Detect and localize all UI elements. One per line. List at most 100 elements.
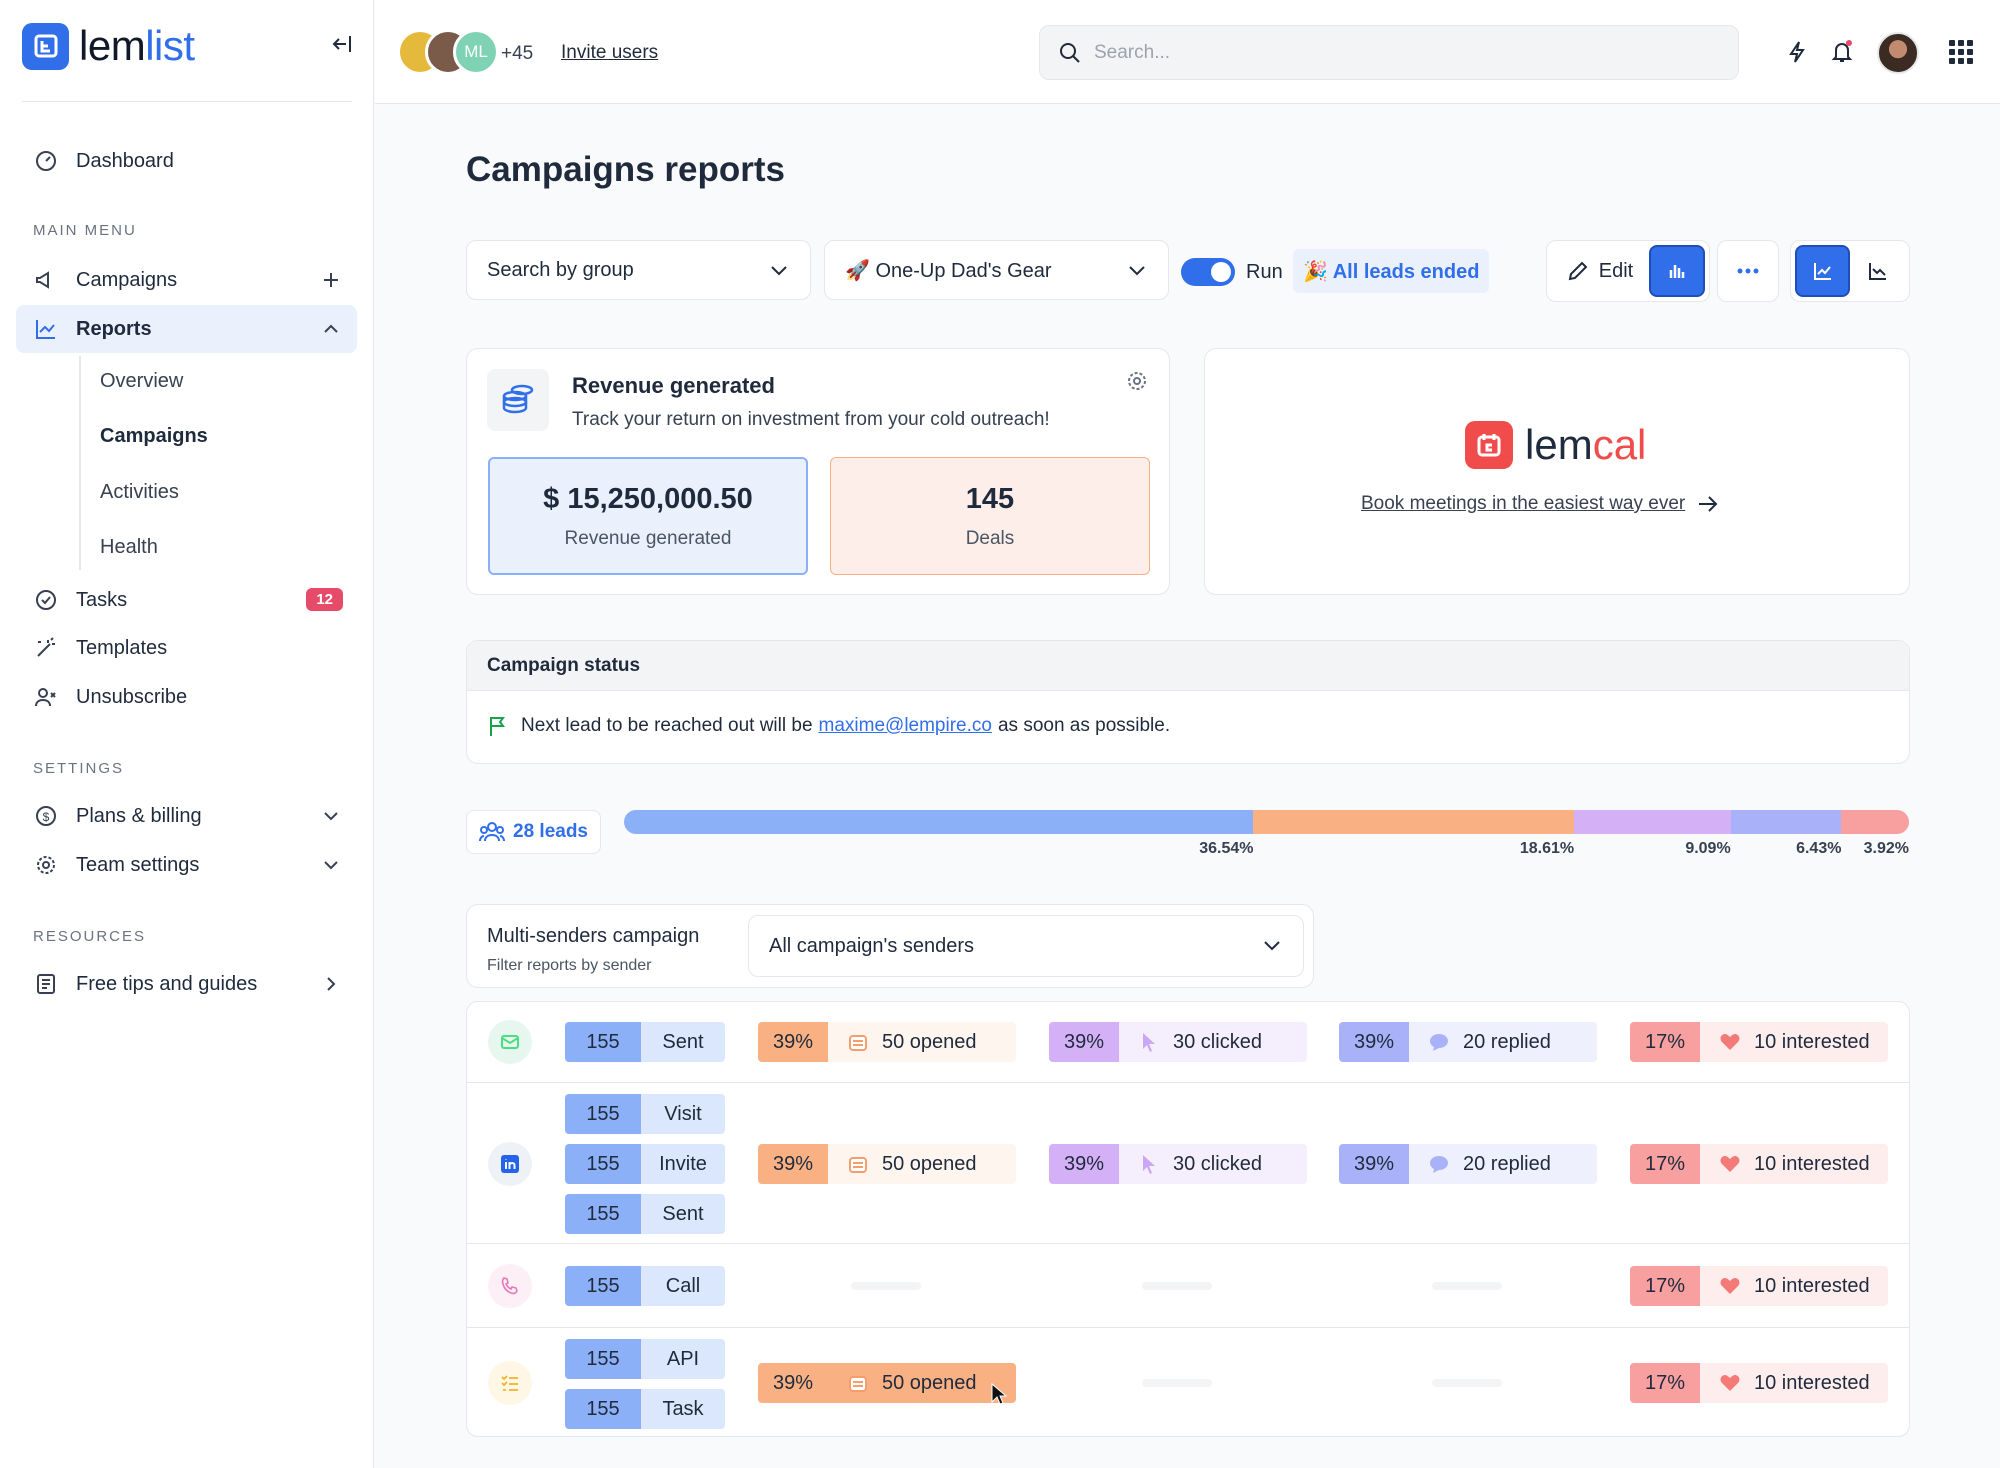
user-avatar[interactable]: [1877, 32, 1919, 74]
chevron-up-icon[interactable]: [319, 317, 343, 341]
bar-chart-button[interactable]: [1649, 245, 1705, 297]
next-lead-email-link[interactable]: maxime@lempire.co: [818, 715, 992, 736]
revenue-amount-label: Revenue generated: [564, 527, 732, 549]
stat-label: API: [641, 1339, 725, 1379]
replied-metric[interactable]: 39% 20 replied: [1339, 1144, 1597, 1184]
sidebar-item-templates[interactable]: Templates: [16, 624, 357, 672]
interested-metric[interactable]: 17% 10 interested: [1630, 1363, 1888, 1403]
revenue-card: Revenue generated Track your return on i…: [466, 348, 1170, 595]
coins-icon: [487, 369, 549, 431]
leads-segment-percent: 6.43%: [1796, 840, 1842, 857]
clicked-metric[interactable]: 39% 30 clicked: [1049, 1144, 1307, 1184]
group-select[interactable]: Search by group: [466, 240, 811, 300]
flag-icon: [487, 715, 509, 737]
row-divider: [466, 1327, 1910, 1328]
row-divider: [466, 1243, 1910, 1244]
empty-placeholder: [851, 1282, 921, 1290]
revenue-amount: $ 15,250,000.50: [543, 482, 753, 515]
interested-metric[interactable]: 17% 10 interested: [1630, 1266, 1888, 1306]
stat-count: 155: [565, 1339, 641, 1379]
add-campaign-icon[interactable]: [319, 268, 343, 292]
chevron-right-icon[interactable]: [319, 972, 343, 996]
sidebar-item-plans[interactable]: $ Plans & billing: [16, 792, 357, 840]
team-avatars[interactable]: ML: [397, 29, 499, 75]
stat-label: Sent: [641, 1022, 725, 1062]
sidebar-item-dashboard[interactable]: Dashboard: [16, 137, 357, 185]
stat-count: 155: [565, 1094, 641, 1134]
campaign-select[interactable]: 🚀 One-Up Dad's Gear: [824, 240, 1169, 300]
arrow-right-icon: [1697, 495, 1719, 513]
gear-icon[interactable]: [1125, 369, 1149, 393]
replied-pct: 39%: [1339, 1022, 1409, 1062]
interested-metric[interactable]: 17% 10 interested: [1630, 1022, 1888, 1062]
top-bar: ML +45 Invite users Search...: [375, 0, 2000, 104]
settings-title: SETTINGS: [33, 760, 125, 777]
run-label: Run: [1246, 261, 1283, 283]
lightning-icon[interactable]: [1783, 38, 1811, 66]
stat-count: 155: [565, 1144, 641, 1184]
sidebar-item-reports[interactable]: Reports: [16, 305, 357, 353]
logo-text: lemlist: [79, 22, 195, 69]
more-group: [1717, 240, 1779, 302]
email-channel-icon: [488, 1020, 532, 1064]
leads-count-button[interactable]: 28 leads: [466, 810, 601, 854]
apps-grid-icon[interactable]: [1947, 38, 1975, 66]
area-chart-button[interactable]: [1795, 245, 1851, 297]
interested-metric[interactable]: 17% 10 interested: [1630, 1144, 1888, 1184]
bell-icon[interactable]: [1828, 38, 1856, 66]
opened-metric[interactable]: 39% 50 opened: [758, 1022, 1016, 1062]
chevron-down-icon: [1261, 934, 1283, 956]
opened-pct: 39%: [758, 1144, 828, 1184]
sidebar-item-free-tips[interactable]: Free tips and guides: [16, 960, 357, 1008]
invite-users-link[interactable]: Invite users: [561, 42, 659, 63]
sender-select[interactable]: All campaign's senders: [748, 915, 1304, 977]
heart-icon: [1718, 1152, 1742, 1176]
status-chip: 🎉 All leads ended: [1293, 249, 1490, 293]
chevron-down-icon[interactable]: [319, 853, 343, 877]
empty-placeholder: [1142, 1379, 1212, 1387]
search-input[interactable]: Search...: [1039, 25, 1739, 80]
megaphone-icon: [32, 266, 60, 294]
sidebar-item-tasks[interactable]: Tasks 12: [16, 576, 357, 624]
sidebar-sub-campaigns[interactable]: Campaigns: [100, 425, 208, 447]
envelope-open-icon: [846, 1371, 870, 1395]
search-icon: [1058, 41, 1082, 65]
chevron-down-icon[interactable]: [319, 804, 343, 828]
edit-view-group: Edit: [1546, 240, 1710, 302]
sidebar-item-campaigns[interactable]: Campaigns: [16, 256, 357, 304]
edit-button[interactable]: Edit: [1551, 245, 1649, 297]
heart-icon: [1718, 1030, 1742, 1054]
clicked-metric[interactable]: 39% 30 clicked: [1049, 1022, 1307, 1062]
opened-metric[interactable]: 39% 50 opened: [758, 1363, 1016, 1403]
lemcal-link[interactable]: Book meetings in the easiest way ever: [1361, 493, 1719, 515]
leads-bar-segment: [1574, 810, 1731, 834]
users-icon: [479, 821, 505, 843]
lemcal-logo: lemcal: [1465, 421, 1646, 469]
table-row: 155 Sent: [565, 1194, 725, 1234]
sidebar-sub-health[interactable]: Health: [100, 536, 158, 558]
lemcal-card: lemcal Book meetings in the easiest way …: [1204, 348, 1910, 595]
chart-type-group: [1790, 240, 1910, 302]
replied-metric[interactable]: 39% 20 replied: [1339, 1022, 1597, 1062]
run-toggle[interactable]: [1181, 258, 1235, 286]
sidebar-sub-overview[interactable]: Overview: [100, 370, 184, 392]
collapse-sidebar-icon[interactable]: [328, 30, 356, 58]
table-row: 155 Task: [565, 1389, 725, 1429]
line-chart-button[interactable]: [1850, 245, 1905, 297]
clicked-pct: 39%: [1049, 1144, 1119, 1184]
replied-pct: 39%: [1339, 1144, 1409, 1184]
svg-text:$: $: [43, 810, 50, 824]
search-placeholder: Search...: [1094, 41, 1171, 63]
table-row: 155 Invite: [565, 1144, 725, 1184]
sidebar-item-unsubscribe[interactable]: Unsubscribe: [16, 673, 357, 721]
sidebar-label: Unsubscribe: [76, 685, 188, 708]
deals-count: 145: [965, 482, 1015, 515]
sidebar-item-team-settings[interactable]: Team settings: [16, 841, 357, 889]
sidebar-sub-activities[interactable]: Activities: [100, 481, 179, 503]
lemlist-logo[interactable]: lemlist: [22, 22, 195, 70]
opened-metric[interactable]: 39% 50 opened: [758, 1144, 1016, 1184]
dollar-circle-icon: $: [32, 802, 60, 830]
interested-pct: 17%: [1630, 1266, 1700, 1306]
more-options-button[interactable]: [1722, 245, 1774, 297]
empty-placeholder: [1142, 1282, 1212, 1290]
